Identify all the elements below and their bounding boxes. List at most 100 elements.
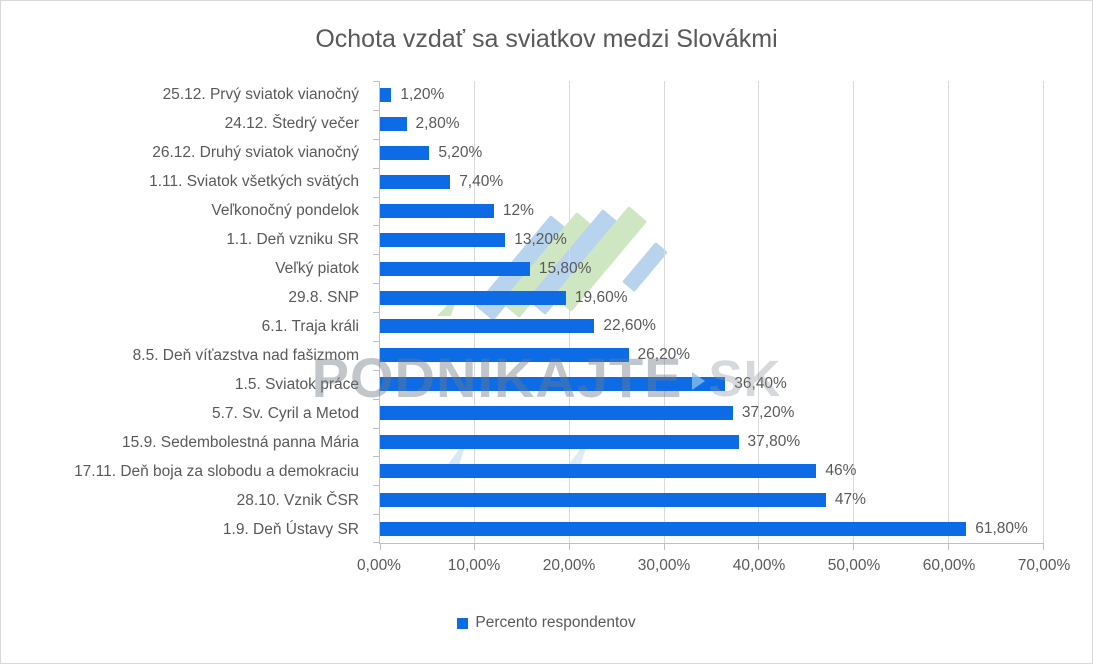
category-label: 5.7. Sv. Cyril a Metod [211,404,359,422]
bar [380,117,407,132]
bars-layer: 1,20% 2,80% 5,20% 7,40% 12% 13,20% 15,80% 19,60… [380,81,1044,543]
y-axis-tick [373,514,379,516]
bar-value-label: 1,20% [400,86,445,104]
bar-row: 13,20% [380,225,1044,254]
x-axis-tick-label: 20,00% [542,557,596,574]
bar-value-label: 36,40% [734,375,787,393]
gridline [568,81,570,543]
category-label: 1.11. Sviatok všetkých svätých [149,173,359,191]
bar-row: 36,40% [380,370,1044,399]
y-axis-tick [373,225,379,227]
x-axis-tick [758,544,760,550]
y-axis-tick [373,196,379,198]
x-axis-tick [948,544,950,550]
bar [380,290,566,305]
category-label: 24.12. Štedrý večer [224,115,359,133]
bar [380,463,817,478]
bar-value-label: 46% [825,461,857,479]
bar [380,261,530,276]
category-label: 29.8. SNP [288,289,359,307]
x-axis-tick-label: 70,00% [1017,557,1071,574]
y-axis-tick [373,427,379,429]
y-axis-tick [373,369,379,371]
bar [380,232,506,247]
bar [380,146,430,161]
category-label: 15.9. Sedembolestná panna Mária [122,433,359,451]
gridline [758,81,760,543]
bar-row: 12% [380,197,1044,226]
legend: Percento respondentov [1,614,1092,632]
category-label: 6.1. Traja králi [261,317,359,335]
x-axis-tick-label: 40,00% [732,557,786,574]
legend-color-swatch [457,617,469,629]
bar [380,492,826,507]
x-axis-tick [380,544,381,550]
x-axis-tick [473,544,475,550]
bar [380,88,392,103]
bar-row: 5,20% [380,139,1044,168]
y-axis-tick [373,109,379,111]
category-label: 1.1. Deň vzniku SR [226,231,359,249]
bar [380,521,967,536]
bar-value-label: 7,40% [459,173,504,191]
y-axis-tick [373,542,379,543]
x-axis-tick [853,544,855,550]
category-label: Veľkonočný pondelok [211,202,359,220]
y-axis-tick [373,81,379,82]
bar-row: 37,20% [380,399,1044,428]
gridline [853,81,855,543]
bar [380,406,733,421]
bar-row: 15,80% [380,254,1044,283]
y-axis-tick [373,138,379,140]
x-axis-tick [568,544,570,550]
bar-value-label: 22,60% [603,317,656,335]
bar-row: 26,20% [380,341,1044,370]
category-label: Veľký piatok [275,260,359,278]
y-axis-tick [373,283,379,285]
y-axis-tick [373,167,379,169]
category-label: 1.9. Deň Ústavy SR [222,520,359,538]
bar-value-label: 5,20% [438,144,483,162]
legend-label: Percento respondentov [475,614,636,631]
y-axis-tick [373,340,379,342]
category-label: 28.10. Vznik ČSR [236,491,359,509]
bar-value-label: 19,60% [574,288,628,306]
bar [380,175,451,190]
y-axis-tick [373,254,379,256]
x-axis-tick-label: 10,00% [447,557,501,574]
bar-value-label: 37,20% [741,404,795,422]
category-label: 17.11. Deň boja za slobodu a demokraciu [74,462,359,480]
bar [380,434,739,449]
bar-row: 37,80% [380,428,1044,457]
y-axis-category-labels: 25.12. Prvý sviatok vianočný 24.12. Štedr… [1,81,369,544]
y-axis-tick [373,312,379,313]
category-label: 1.5. Sviatok práce [234,375,359,393]
bar-row: 61,80% [380,514,1044,543]
y-axis-tick [373,456,379,458]
bar-value-label: 61,80% [975,519,1028,537]
bar-row: 22,60% [380,312,1044,341]
bar-value-label: 15,80% [538,259,592,277]
bar-value-label: 47% [834,490,866,508]
gridline [473,81,475,543]
bar-value-label: 26,20% [637,346,691,364]
bar-row: 1,20% [380,81,1044,110]
bar-row: 19,60% [380,283,1044,312]
bar [380,319,595,334]
y-axis-tick [373,398,379,400]
bar-row: 7,40% [380,168,1044,197]
bar [380,348,629,363]
bar-row: 2,80% [380,110,1044,139]
bar-row: 46% [380,456,1044,485]
gridline [663,81,665,543]
bar [380,203,494,218]
chart-title: Ochota vzdať sa sviatkov medzi Slovákmi [315,25,778,53]
y-axis-tick [373,485,379,487]
bar-value-label: 37,80% [747,432,801,450]
x-axis-tick-label: 60,00% [922,557,976,574]
gridline [1043,81,1044,543]
bar-value-label: 2,80% [415,115,460,133]
gridline [948,81,950,543]
